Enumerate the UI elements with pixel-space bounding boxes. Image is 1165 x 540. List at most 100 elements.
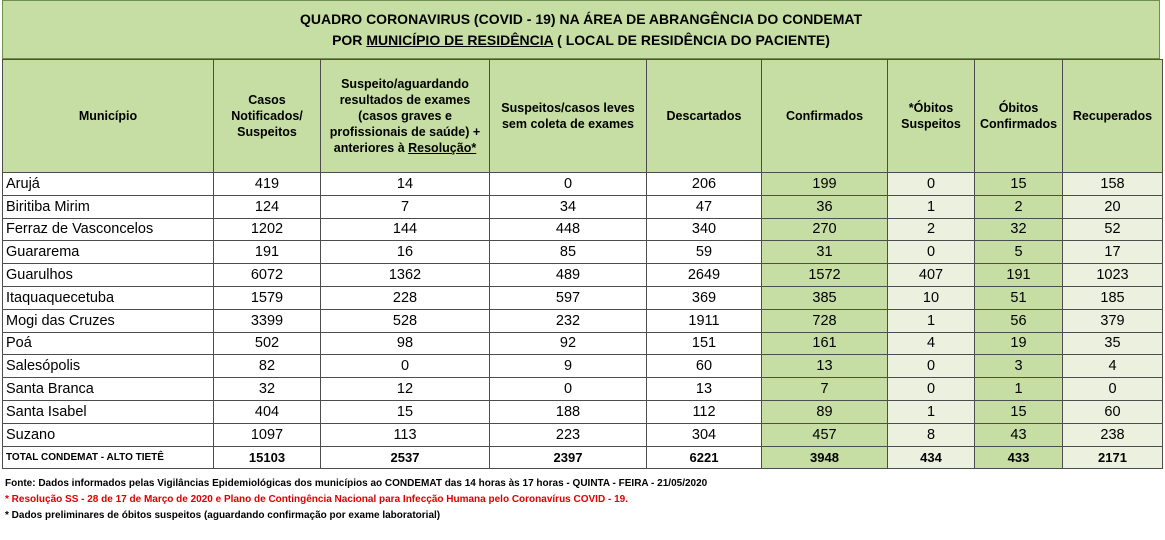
- note-fonte: Fonte: Dados informados pelas Vigilância…: [5, 478, 708, 489]
- table-row: Arujá 419 14 0 206 199 0 15 158: [2, 172, 1163, 196]
- cell-casos: 191: [213, 240, 321, 265]
- cell-susp: 228: [320, 285, 490, 310]
- cell-obitos-confirmados: 15: [974, 172, 1063, 196]
- cell-mun: Poá: [2, 331, 214, 356]
- cell-mun: Biritiba Mirim: [2, 194, 214, 219]
- cell-recuperados: 60: [1062, 399, 1163, 424]
- cell-mun: TOTAL CONDEMAT - ALTO TIETÊ: [2, 445, 214, 470]
- cell-susp: 14: [320, 172, 490, 196]
- cell-casos: 124: [213, 194, 321, 219]
- cell-desc: 112: [646, 399, 762, 424]
- cell-obitos-suspeitos: 0: [887, 172, 975, 196]
- header-confirmados: Confirmados: [761, 59, 888, 173]
- cell-leves: 0: [489, 377, 647, 401]
- cell-mun: Itaquaquecetuba: [2, 285, 214, 310]
- cell-casos: 404: [213, 399, 321, 424]
- cell-obitos-confirmados: 3: [974, 354, 1063, 379]
- cell-leves: 232: [489, 308, 647, 333]
- cell-recuperados: 158: [1062, 172, 1163, 196]
- note-preliminares: * Dados preliminares de óbitos suspeitos…: [5, 510, 441, 521]
- cell-recuperados: 2171: [1062, 445, 1163, 470]
- table-total-row: TOTAL CONDEMAT - ALTO TIETÊ 15103 2537 2397…: [2, 445, 1163, 470]
- cell-susp: 16: [320, 240, 490, 265]
- report-title: QUADRO CORONAVIRUS (COVID - 19) NA ÁREA …: [2, 0, 1160, 59]
- cell-recuperados: 4: [1062, 354, 1163, 379]
- cell-desc: 59: [646, 240, 762, 265]
- cell-susp: 113: [320, 422, 490, 447]
- title-line-2-prefix: POR: [332, 32, 367, 48]
- table-row: Suzano 1097 113 223 304 457 8 43 238: [2, 422, 1163, 447]
- title-line-2-suffix: ( LOCAL DE RESIDÊNCIA DO PACIENTE): [553, 32, 830, 48]
- cell-desc: 151: [646, 331, 762, 356]
- cell-conf: 7: [761, 377, 888, 401]
- cell-obitos-confirmados: 5: [974, 240, 1063, 265]
- header-obitos-confirmados: Óbitos Confirmados: [974, 59, 1063, 173]
- cell-obitos-confirmados: 2: [974, 194, 1063, 219]
- table-row: Santa Isabel 404 15 188 112 89 1 15 60: [2, 399, 1163, 424]
- cell-desc: 369: [646, 285, 762, 310]
- cell-conf: 385: [761, 285, 888, 310]
- header-suspeito: Suspeito/aguardando resultados de exames…: [320, 59, 490, 173]
- cell-leves: 489: [489, 263, 647, 287]
- cell-casos: 82: [213, 354, 321, 379]
- header-recuperados: Recuperados: [1062, 59, 1163, 173]
- cell-obitos-confirmados: 32: [974, 217, 1063, 242]
- cell-obitos-suspeitos: 0: [887, 354, 975, 379]
- cell-obitos-confirmados: 1: [974, 377, 1063, 401]
- cell-leves: 34: [489, 194, 647, 219]
- cell-susp: 98: [320, 331, 490, 356]
- cell-conf: 31: [761, 240, 888, 265]
- cell-conf: 728: [761, 308, 888, 333]
- cell-casos: 502: [213, 331, 321, 356]
- cell-casos: 15103: [213, 445, 321, 470]
- header-obitos-suspeitos: *Óbitos Suspeitos: [887, 59, 975, 173]
- cell-recuperados: 379: [1062, 308, 1163, 333]
- cell-casos: 1579: [213, 285, 321, 310]
- cell-mun: Guararema: [2, 240, 214, 265]
- cell-obitos-suspeitos: 0: [887, 240, 975, 265]
- cell-obitos-suspeitos: 8: [887, 422, 975, 447]
- cell-susp: 15: [320, 399, 490, 424]
- cell-mun: Ferraz de Vasconcelos: [2, 217, 214, 242]
- cell-conf: 161: [761, 331, 888, 356]
- cell-casos: 419: [213, 172, 321, 196]
- table-row: Ferraz de Vasconcelos 1202 144 448 340 270 2 32…: [2, 217, 1163, 242]
- cell-casos: 6072: [213, 263, 321, 287]
- header-suspeito-text: Suspeito/aguardando resultados de exames…: [329, 77, 481, 155]
- cell-conf: 13: [761, 354, 888, 379]
- cell-conf: 89: [761, 399, 888, 424]
- header-casos: Casos Notificados/ Suspeitos: [213, 59, 321, 173]
- cell-mun: Santa Branca: [2, 377, 214, 401]
- title-line-2: POR MUNICÍPIO DE RESIDÊNCIA ( LOCAL DE R…: [3, 30, 1159, 51]
- cell-leves: 2397: [489, 445, 647, 470]
- cell-leves: 0: [489, 172, 647, 196]
- cell-leves: 92: [489, 331, 647, 356]
- cell-conf: 3948: [761, 445, 888, 470]
- cell-leves: 9: [489, 354, 647, 379]
- cell-conf: 270: [761, 217, 888, 242]
- cell-casos: 1202: [213, 217, 321, 242]
- covid-data-table: Município Casos Notificados/ Suspeitos S…: [2, 59, 1163, 470]
- cell-susp: 7: [320, 194, 490, 219]
- cell-leves: 597: [489, 285, 647, 310]
- cell-mun: Guarulhos: [2, 263, 214, 287]
- cell-desc: 13: [646, 377, 762, 401]
- cell-susp: 0: [320, 354, 490, 379]
- cell-susp: 1362: [320, 263, 490, 287]
- cell-obitos-suspeitos: 10: [887, 285, 975, 310]
- cell-recuperados: 20: [1062, 194, 1163, 219]
- cell-casos: 32: [213, 377, 321, 401]
- header-leves: Suspeitos/casos leves sem coleta de exam…: [489, 59, 647, 173]
- cell-mun: Arujá: [2, 172, 214, 196]
- cell-conf: 457: [761, 422, 888, 447]
- cell-obitos-confirmados: 19: [974, 331, 1063, 356]
- cell-obitos-suspeitos: 1: [887, 308, 975, 333]
- cell-conf: 199: [761, 172, 888, 196]
- cell-desc: 2649: [646, 263, 762, 287]
- cell-recuperados: 238: [1062, 422, 1163, 447]
- cell-obitos-confirmados: 191: [974, 263, 1063, 287]
- cell-leves: 448: [489, 217, 647, 242]
- cell-mun: Salesópolis: [2, 354, 214, 379]
- cell-obitos-suspeitos: 4: [887, 331, 975, 356]
- table-row: Santa Branca 32 12 0 13 7 0 1 0: [2, 377, 1163, 401]
